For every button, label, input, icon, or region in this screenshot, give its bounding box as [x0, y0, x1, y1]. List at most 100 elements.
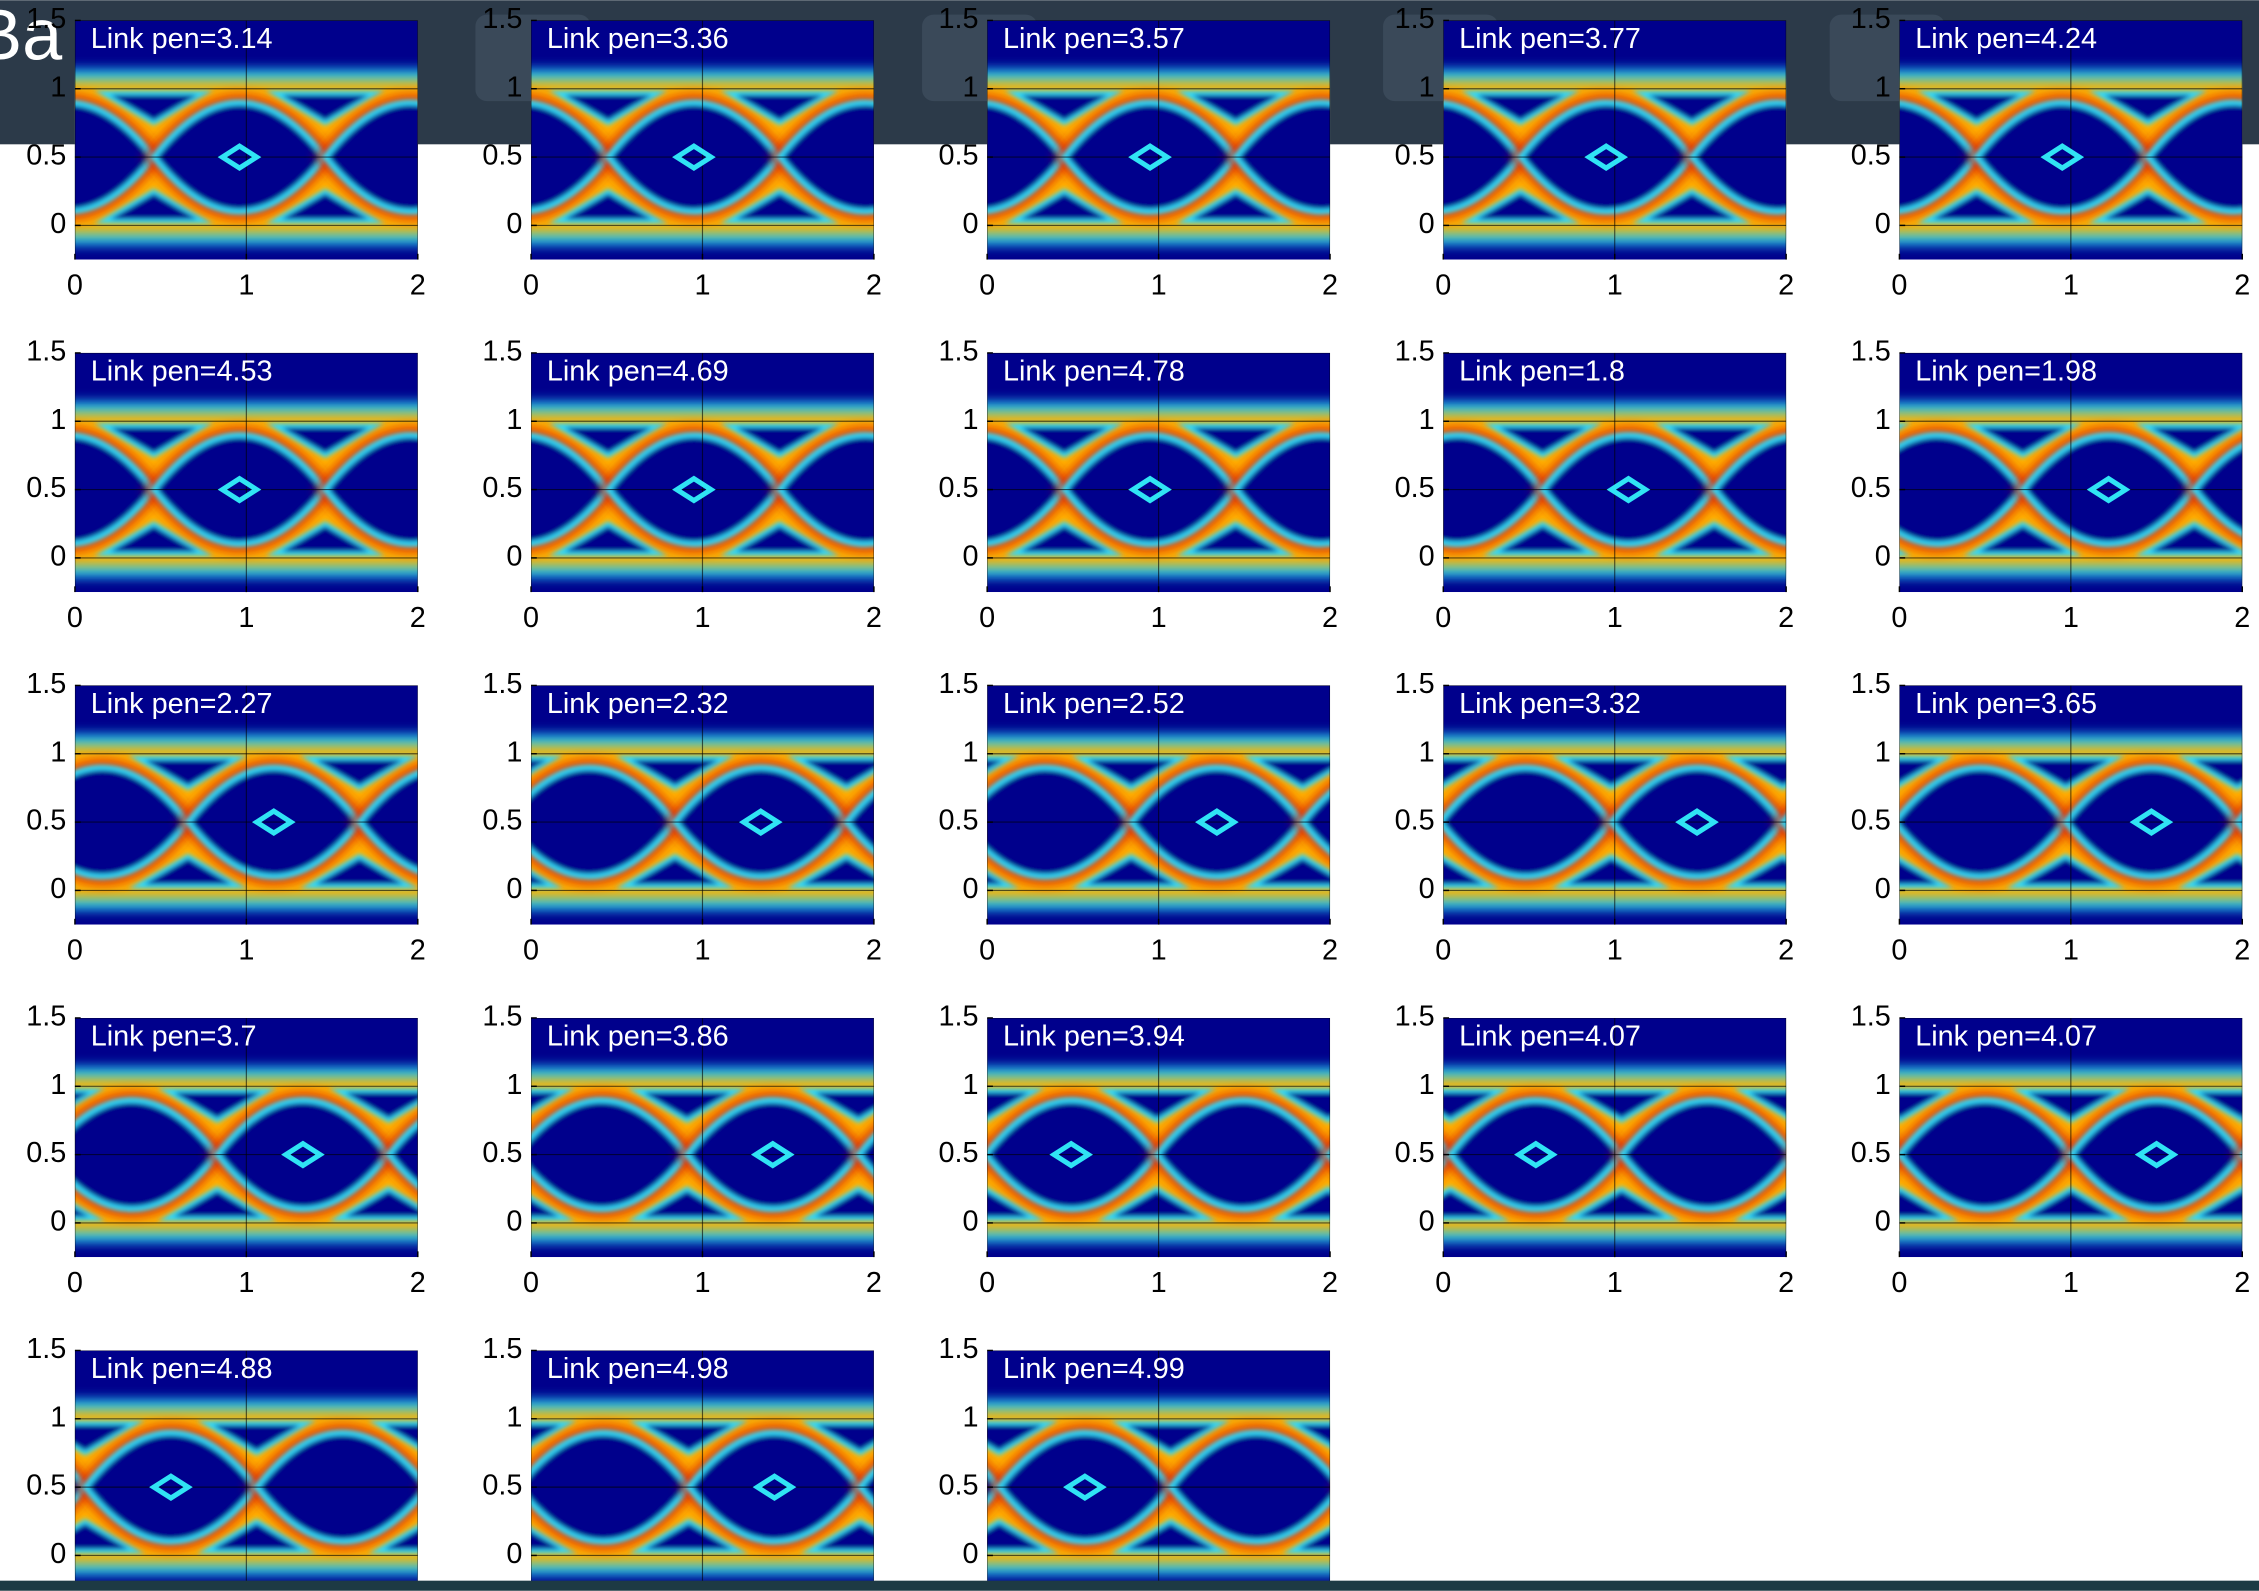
eye-triangle — [1462, 1521, 1565, 1551]
y-tick-label: 0 — [506, 873, 522, 905]
x-tick-label: 2 — [1778, 270, 1794, 302]
y-tick-label: 0 — [963, 1206, 979, 1238]
y-tick-label: 0.5 — [482, 1137, 522, 1169]
y-tick-label: 1.5 — [1851, 336, 1891, 368]
y-tick-label: 0.5 — [26, 140, 66, 172]
y-tick-label: 1.5 — [938, 1333, 978, 1365]
y-tick-label: 1.5 — [938, 1001, 978, 1033]
x-tick-label: 1 — [694, 270, 710, 302]
y-tick-label: 0 — [506, 208, 522, 240]
panel-title: Link pen=4.98 — [547, 1353, 729, 1385]
x-tick-label: 0 — [1891, 935, 1907, 967]
x-tick-label: 0 — [1435, 602, 1451, 634]
eye-opening — [2242, 1100, 2259, 1209]
eye-triangle — [2246, 856, 2259, 886]
y-tick-label: 1.5 — [1851, 668, 1891, 700]
y-tick-label: 0.5 — [938, 1137, 978, 1169]
eye-opening — [1513, 1432, 1684, 1541]
y-tick-label: 0 — [1875, 1206, 1891, 1238]
y-tick-label: 0.5 — [1851, 805, 1891, 837]
x-tick-label: 0 — [67, 270, 83, 302]
y-tick-label: 1.5 — [938, 668, 978, 700]
y-tick-label: 1.5 — [938, 336, 978, 368]
y-tick-label: 0 — [1419, 1206, 1435, 1238]
y-tick-label: 0.5 — [938, 140, 978, 172]
x-tick-label: 1 — [1607, 1267, 1623, 1299]
y-tick-label: 0.5 — [482, 805, 522, 837]
y-tick-label: 0 — [50, 1206, 66, 1238]
y-tick-label: 0.5 — [1851, 140, 1891, 172]
x-tick-label: 0 — [1435, 1267, 1451, 1299]
footer-band — [0, 1581, 2259, 1591]
x-tick-label: 1 — [1151, 1267, 1167, 1299]
y-tick-label: 1.5 — [1395, 336, 1435, 368]
x-tick-label: 1 — [1151, 270, 1167, 302]
y-tick-label: 0 — [963, 541, 979, 573]
y-tick-label: 0 — [506, 541, 522, 573]
eye-triangle — [1320, 425, 1423, 455]
panel-title: Link pen=4.88 — [91, 1353, 273, 1385]
y-tick-label: 1 — [1875, 71, 1891, 103]
y-tick-label: 1 — [50, 404, 66, 436]
y-tick-label: 0.5 — [1851, 472, 1891, 504]
y-tick-label: 0 — [1875, 541, 1891, 573]
x-tick-label: 0 — [979, 602, 995, 634]
y-tick-label: 0.5 — [26, 472, 66, 504]
panel-title: Link pen=3.94 — [1003, 1021, 1185, 1053]
y-tick-label: 1 — [1419, 1069, 1435, 1101]
x-tick-label: 2 — [410, 935, 426, 967]
x-tick-label: 1 — [694, 935, 710, 967]
panel-title: Link pen=4.78 — [1003, 356, 1185, 388]
y-tick-label: 1 — [506, 404, 522, 436]
eye-triangle — [1812, 191, 1915, 221]
x-tick-label: 2 — [866, 935, 882, 967]
eye-triangle — [1320, 524, 1423, 554]
eye-triangle — [1633, 1423, 1736, 1453]
panel-title: Link pen=4.24 — [1915, 23, 2097, 55]
eye-triangle — [1323, 1521, 1426, 1551]
y-tick-label: 0.5 — [1395, 805, 1435, 837]
x-tick-label: 0 — [1891, 1267, 1907, 1299]
x-tick-label: 2 — [1322, 1267, 1338, 1299]
y-tick-label: 1.5 — [482, 668, 522, 700]
y-tick-label: 1 — [506, 1069, 522, 1101]
x-tick-label: 2 — [866, 1267, 882, 1299]
eye-triangle — [1356, 425, 1459, 455]
page: {"slide_title": "Ba", "chart_data": [ {"… — [0, 0, 2259, 1591]
x-tick-label: 0 — [979, 935, 995, 967]
y-tick-label: 0 — [963, 208, 979, 240]
x-tick-label: 2 — [1322, 602, 1338, 634]
panel-title: Link pen=4.07 — [1915, 1021, 2097, 1053]
x-tick-label: 0 — [979, 270, 995, 302]
y-tick-label: 1.5 — [482, 1333, 522, 1365]
y-tick-label: 0.5 — [938, 1470, 978, 1502]
eye-triangle — [2246, 758, 2259, 788]
x-tick-label: 1 — [1151, 602, 1167, 634]
y-tick-label: 0.5 — [26, 1470, 66, 1502]
x-tick-label: 2 — [2234, 602, 2250, 634]
y-tick-label: 1 — [1875, 1069, 1891, 1101]
y-tick-label: 1 — [1419, 71, 1435, 103]
y-tick-label: 0 — [50, 541, 66, 573]
panel-title: Link pen=1.98 — [1915, 356, 2097, 388]
x-tick-label: 0 — [523, 270, 539, 302]
y-tick-label: 0.5 — [482, 140, 522, 172]
x-tick-label: 0 — [523, 1267, 539, 1299]
panel-title: Link pen=3.7 — [91, 1021, 257, 1053]
y-tick-label: 1.5 — [482, 336, 522, 368]
y-tick-label: 1 — [50, 1069, 66, 1101]
y-tick-label: 0 — [1875, 208, 1891, 240]
y-tick-label: 0 — [506, 1538, 522, 1570]
eye-opening — [0, 767, 17, 876]
y-tick-label: 1.5 — [26, 3, 66, 35]
panel-title: Link pen=3.57 — [1003, 23, 1185, 55]
y-tick-label: 0.5 — [938, 472, 978, 504]
y-tick-label: 1.5 — [482, 1001, 522, 1033]
y-tick-label: 1.5 — [26, 336, 66, 368]
y-tick-label: 1.5 — [26, 1001, 66, 1033]
panel-title: Link pen=4.69 — [547, 356, 729, 388]
x-tick-label: 1 — [2063, 602, 2079, 634]
y-tick-label: 0.5 — [26, 1137, 66, 1169]
y-tick-label: 0 — [1875, 873, 1891, 905]
y-tick-label: 0.5 — [938, 805, 978, 837]
